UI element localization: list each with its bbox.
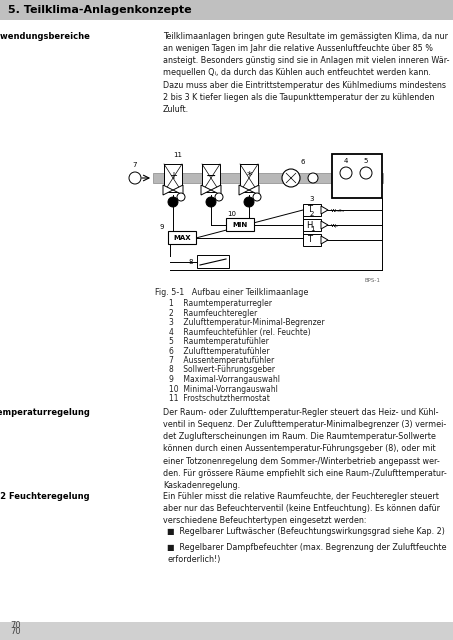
Polygon shape	[201, 185, 211, 195]
Text: 5.1 Aufbau und Anwendungsbereiche: 5.1 Aufbau und Anwendungsbereiche	[0, 32, 90, 41]
Polygon shape	[173, 185, 183, 195]
Circle shape	[244, 197, 254, 207]
Circle shape	[360, 167, 372, 179]
Circle shape	[206, 197, 216, 207]
Text: 2    Raumfeuchteregler: 2 Raumfeuchteregler	[169, 308, 257, 317]
Circle shape	[340, 167, 352, 179]
Text: 7    Aussentemperatufühler: 7 Aussentemperatufühler	[169, 356, 274, 365]
Bar	[332, 154, 382, 198]
Text: BPS-1: BPS-1	[364, 278, 380, 283]
Text: MIN: MIN	[232, 222, 248, 228]
Text: 1    Raumtemperaturregler: 1 Raumtemperaturregler	[169, 299, 272, 308]
Bar	[226, 218, 254, 231]
Circle shape	[177, 193, 185, 201]
Bar	[303, 234, 321, 246]
Polygon shape	[249, 185, 259, 195]
Text: 9: 9	[159, 224, 164, 230]
Text: MAX: MAX	[173, 235, 191, 241]
Text: Fig. 5-1   Aufbau einer Teilklimaanlage: Fig. 5-1 Aufbau einer Teilklimaanlage	[155, 288, 308, 297]
Circle shape	[282, 169, 300, 187]
Circle shape	[308, 173, 318, 183]
Text: 5    Raumtemperatufühler: 5 Raumtemperatufühler	[169, 337, 269, 346]
Text: wₚ: wₚ	[331, 223, 339, 227]
Bar	[164, 164, 182, 192]
Text: 3    Zulufttemperatur-Minimal-Begrenzer: 3 Zulufttemperatur-Minimal-Begrenzer	[169, 318, 325, 327]
Text: wₘ₀ₙ: wₘ₀ₙ	[331, 207, 345, 212]
Text: 8: 8	[188, 259, 193, 265]
Bar	[240, 164, 258, 192]
Text: 3: 3	[310, 196, 314, 202]
Bar	[0, 0, 453, 20]
Text: 6    Zulufttemperatufühler: 6 Zulufttemperatufühler	[169, 346, 270, 355]
Bar	[303, 219, 321, 231]
Text: 5. Teilklima-Anlagenkonzepte: 5. Teilklima-Anlagenkonzepte	[8, 5, 192, 15]
Text: 70: 70	[10, 627, 21, 636]
Polygon shape	[211, 185, 221, 195]
Text: 4: 4	[344, 158, 348, 164]
Text: ■  Regelbarer Luftwäscher (Befeuchtungswirkungsgrad siehe Kap. 2): ■ Regelbarer Luftwäscher (Befeuchtungswi…	[167, 527, 445, 536]
Text: Teilklimaanlagen bringen gute Resultate im gemässigten Klima, da nur
an wenigen : Teilklimaanlagen bringen gute Resultate …	[163, 32, 449, 114]
Polygon shape	[163, 185, 173, 195]
Text: −: −	[206, 170, 216, 182]
Text: 70: 70	[10, 621, 21, 630]
Text: 4    Raumfeuchtefühler (rel. Feuchte): 4 Raumfeuchtefühler (rel. Feuchte)	[169, 328, 311, 337]
Text: H: H	[306, 221, 313, 230]
Text: 7: 7	[133, 162, 137, 168]
Circle shape	[168, 197, 178, 207]
Circle shape	[253, 193, 261, 201]
Text: Ein Fühler misst die relative Raumfeuchte, der Feuchteregler steuert
aber nur da: Ein Fühler misst die relative Raumfeucht…	[163, 492, 440, 525]
Text: 6: 6	[301, 159, 305, 165]
Text: 9    Maximal-Vorrangauswahl: 9 Maximal-Vorrangauswahl	[169, 375, 280, 384]
Circle shape	[129, 172, 141, 184]
Circle shape	[215, 193, 223, 201]
Polygon shape	[321, 236, 328, 244]
Bar	[153, 173, 383, 183]
Text: T: T	[307, 236, 312, 244]
Text: Der Raum- oder Zulufttemperatur-Regler steuert das Heiz- und Kühl-
ventil in Seq: Der Raum- oder Zulufttemperatur-Regler s…	[163, 408, 447, 490]
Text: 11  Frostschutzthermostat: 11 Frostschutzthermostat	[169, 394, 270, 403]
Polygon shape	[321, 221, 328, 229]
Text: T: T	[307, 205, 312, 214]
Text: 1: 1	[310, 226, 314, 232]
Text: 11: 11	[173, 152, 183, 158]
Bar	[168, 231, 196, 244]
Polygon shape	[239, 185, 249, 195]
Text: +: +	[169, 171, 177, 181]
Bar	[202, 164, 220, 192]
Text: 10: 10	[227, 211, 236, 217]
Text: *: *	[246, 171, 252, 181]
Text: 5: 5	[364, 158, 368, 164]
Text: 10  Minimal-Vorrangauswahl: 10 Minimal-Vorrangauswahl	[169, 385, 278, 394]
Bar	[303, 204, 321, 216]
Text: 5.1.1 Temperaturregelung: 5.1.1 Temperaturregelung	[0, 408, 90, 417]
Text: 2: 2	[310, 211, 314, 217]
Text: ■  Regelbarer Dampfbefeuchter (max. Begrenzung der Zuluftfeuchte
erforderlich!): ■ Regelbarer Dampfbefeuchter (max. Begre…	[167, 543, 447, 564]
Bar	[197, 255, 229, 268]
Text: 8    Sollwert-Führungsgeber: 8 Sollwert-Führungsgeber	[169, 365, 275, 374]
Polygon shape	[321, 206, 328, 214]
Text: 5.1.2 Feuchteregelung: 5.1.2 Feuchteregelung	[0, 492, 90, 501]
Bar	[0, 622, 453, 640]
